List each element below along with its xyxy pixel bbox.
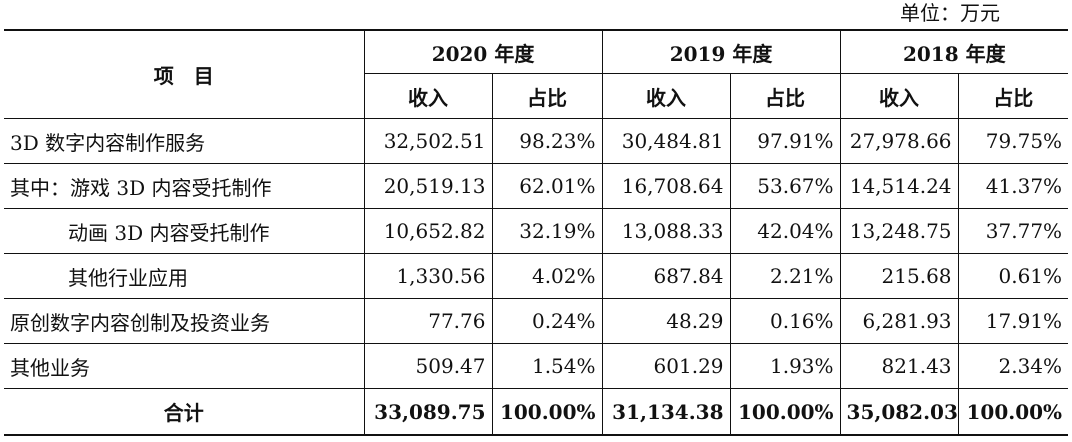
total-revenue-cell: 33,089.75: [363, 388, 493, 436]
year-header-2018: 2018 年度: [839, 29, 1069, 74]
revenue-cell: 10,652.82: [363, 208, 493, 254]
share-cell: 42.04%: [729, 208, 841, 254]
year-header-2019: 2019 年度: [601, 29, 841, 74]
revenue-cell: 13,088.33: [601, 208, 731, 254]
share-cell: 0.16%: [729, 298, 841, 344]
total-revenue-cell: 35,082.03: [839, 388, 959, 436]
table-row: 其中：游戏 3D 内容受托制作 20,519.13 62.01% 16,708.…: [4, 163, 1069, 209]
revenue-cell: 13,248.75: [839, 208, 959, 254]
item-column-header: 项 目: [4, 29, 365, 119]
row-label: 其他业务: [4, 343, 365, 389]
revenue-header: 收入: [601, 73, 731, 119]
revenue-cell: 16,708.64: [601, 163, 731, 209]
row-label: 其他行业应用: [4, 253, 365, 299]
share-cell: 79.75%: [957, 118, 1069, 164]
table-row: 3D 数字内容制作服务 32,502.51 98.23% 30,484.81 9…: [4, 118, 1069, 164]
revenue-cell: 215.68: [839, 253, 959, 299]
revenue-header: 收入: [364, 73, 493, 119]
share-cell: 2.21%: [729, 253, 841, 299]
revenue-cell: 30,484.81: [601, 118, 731, 164]
share-cell: 53.67%: [729, 163, 841, 209]
share-cell: 0.61%: [957, 253, 1069, 299]
share-cell: 37.77%: [957, 208, 1069, 254]
share-cell: 1.54%: [491, 343, 603, 389]
revenue-cell: 687.84: [601, 253, 731, 299]
revenue-cell: 821.43: [839, 343, 959, 389]
row-label: 原创数字内容创制及投资业务: [4, 298, 365, 344]
share-cell: 2.34%: [957, 343, 1069, 389]
table-row: 其他业务 509.47 1.54% 601.29 1.93% 821.43 2.…: [4, 343, 1069, 389]
share-cell: 4.02%: [491, 253, 603, 299]
revenue-cell: 32,502.51: [363, 118, 493, 164]
revenue-cell: 14,514.24: [839, 163, 959, 209]
revenue-cell: 27,978.66: [839, 118, 959, 164]
total-share-cell: 100.00%: [729, 388, 841, 436]
table-row: 原创数字内容创制及投资业务 77.76 0.24% 48.29 0.16% 6,…: [4, 298, 1069, 344]
revenue-cell: 20,519.13: [363, 163, 493, 209]
revenue-cell: 509.47: [363, 343, 493, 389]
revenue-cell: 1,330.56: [363, 253, 493, 299]
share-header: 占比: [957, 73, 1069, 119]
table-row: 其他行业应用 1,330.56 4.02% 687.84 2.21% 215.6…: [4, 253, 1069, 299]
total-row: 合计 33,089.75 100.00% 31,134.38 100.00% 3…: [4, 388, 1069, 436]
row-label: 3D 数字内容制作服务: [4, 118, 365, 164]
share-cell: 1.93%: [729, 343, 841, 389]
unit-label: 单位：万元: [900, 1, 1000, 25]
revenue-header: 收入: [839, 73, 959, 119]
share-header: 占比: [729, 73, 841, 119]
share-cell: 32.19%: [491, 208, 603, 254]
total-share-cell: 100.00%: [491, 388, 603, 436]
header-row-years: 项 目 2020 年度 2019 年度 2018 年度: [4, 29, 1069, 119]
revenue-cell: 48.29: [601, 298, 731, 344]
revenue-cell: 6,281.93: [839, 298, 959, 344]
share-cell: 98.23%: [491, 118, 603, 164]
row-label: 其中：游戏 3D 内容受托制作: [4, 163, 365, 209]
share-cell: 41.37%: [957, 163, 1069, 209]
share-cell: 17.91%: [957, 298, 1069, 344]
total-label: 合计: [4, 388, 365, 436]
revenue-breakdown-table: 项 目 2020 年度 2019 年度 2018 年度 收入 占比 收入 占比 …: [4, 29, 1069, 436]
header-row-metrics: 收入 占比 收入 占比 收入 占比: [4, 73, 1069, 119]
share-cell: 97.91%: [729, 118, 841, 164]
share-header: 占比: [491, 73, 603, 119]
share-cell: 0.24%: [491, 298, 603, 344]
row-label: 动画 3D 内容受托制作: [4, 208, 365, 254]
total-revenue-cell: 31,134.38: [601, 388, 731, 436]
revenue-cell: 601.29: [601, 343, 731, 389]
table-row: 动画 3D 内容受托制作 10,652.82 32.19% 13,088.33 …: [4, 208, 1069, 254]
year-header-2020: 2020 年度: [363, 29, 603, 74]
share-cell: 62.01%: [491, 163, 603, 209]
revenue-cell: 77.76: [363, 298, 493, 344]
total-share-cell: 100.00%: [957, 388, 1069, 436]
